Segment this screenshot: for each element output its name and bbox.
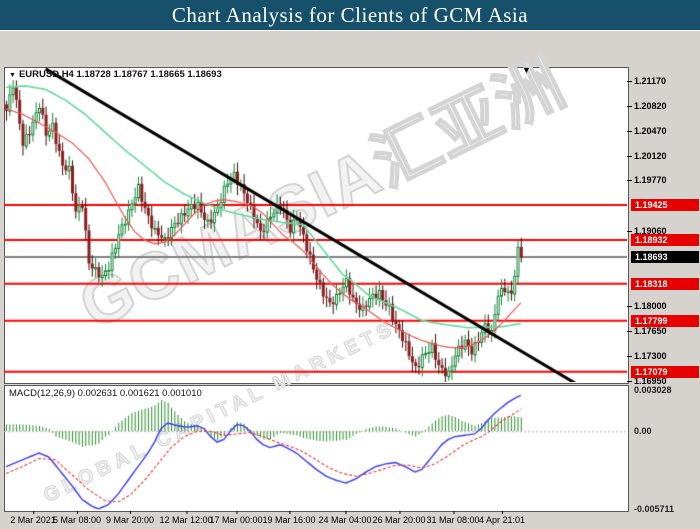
price-axis-label: 1.17650 xyxy=(627,326,667,337)
time-axis-label: 26 Mar 20:00 xyxy=(372,511,426,525)
macd-axis-label: 0.00 xyxy=(634,426,652,437)
time-axis-label: 5 Mar 08:00 xyxy=(52,511,102,525)
time-axis-label: 2 Mar 2021 xyxy=(10,511,56,525)
time-axis-label: 24 Mar 04:00 xyxy=(318,511,372,525)
window-title-bar: Chart Analysis for Clients of GCM Asia xyxy=(0,0,700,31)
time-axis-label: 9 Mar 20:00 xyxy=(105,511,155,525)
price-axis-label: 1.19770 xyxy=(627,175,667,186)
chart-shift-marker-icon[interactable]: ▼ xyxy=(522,65,531,75)
price-axis-label: 1.19060 xyxy=(627,225,667,236)
time-axis-label: 12 Mar 12:00 xyxy=(159,511,213,525)
symbol-dropdown-icon[interactable]: ▼ xyxy=(9,72,16,79)
time-axis-label: 4 Apr 21:01 xyxy=(478,511,526,525)
price-level-badge: 1.18693 xyxy=(631,251,699,264)
price-axis-label: 1.20820 xyxy=(627,100,667,111)
macd-axis-label: 0.003028 xyxy=(634,385,672,395)
macd-chart-canvas[interactable] xyxy=(4,386,627,511)
price-axis-label: 1.21170 xyxy=(626,75,667,86)
price-axis-label: 1.20470 xyxy=(627,125,667,136)
price-level-badge: 1.19425 xyxy=(631,199,699,212)
price-level-badge: 1.17799 xyxy=(631,314,699,327)
time-axis-label: 31 Mar 08:00 xyxy=(426,511,480,525)
price-axis-label: 1.17300 xyxy=(627,351,667,362)
window-title: Chart Analysis for Clients of GCM Asia xyxy=(171,2,529,27)
price-axis[interactable]: 1.21170 1.20820 1.20470 1.20120 1.19770 1.190… xyxy=(626,67,700,514)
symbol-ohlc-text: EURUSD,H4 1.18728 1.18767 1.18665 1.1869… xyxy=(18,69,222,80)
symbol-header[interactable]: ▼ EURUSD,H4 1.18728 1.18767 1.18665 1.186… xyxy=(9,69,222,80)
time-axis[interactable]: 2 Mar 2021 5 Mar 08:00 9 Mar 20:00 12 Mar 1… xyxy=(0,511,700,529)
macd-header: MACD(12,26,9) 0.002631 0.001621 0.001010 xyxy=(9,388,202,399)
price-axis-label: 1.18000 xyxy=(627,301,667,312)
time-axis-label: 17 Mar 00:00 xyxy=(209,511,263,525)
price-level-badge: 1.18932 xyxy=(631,234,699,247)
time-axis-label: 19 Mar 16:00 xyxy=(262,511,316,525)
price-chart-canvas[interactable] xyxy=(4,67,627,382)
chart-workspace: GCMASIA汇亚洲 GLOBAL CAPITAL MARKETS ▼EURUS… xyxy=(0,30,700,525)
price-axis-label: 1.20120 xyxy=(627,150,667,161)
price-level-badge: 1.18318 xyxy=(631,277,699,290)
price-level-badge: 1.17079 xyxy=(631,365,699,378)
price-axis-label: 1.16950 xyxy=(627,376,667,386)
